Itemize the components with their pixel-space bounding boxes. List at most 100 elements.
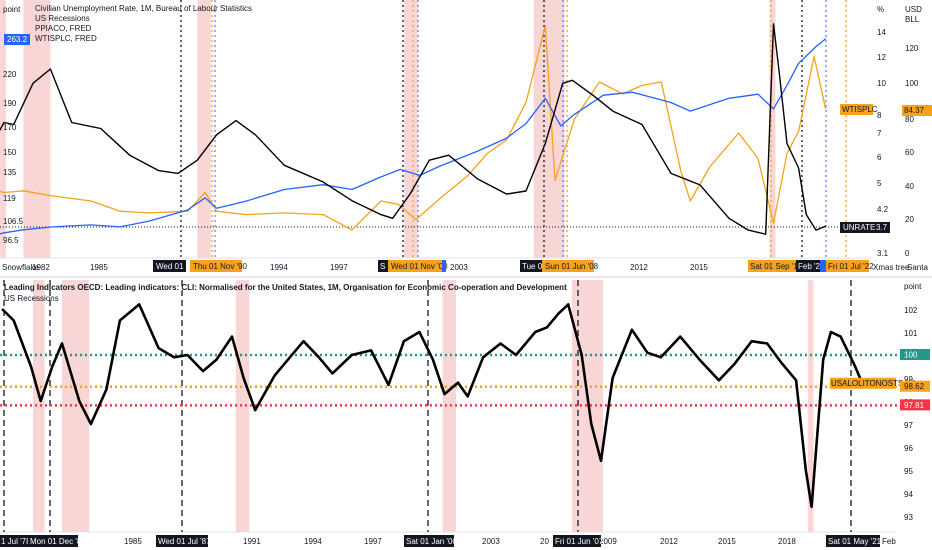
percent-tick: 6 xyxy=(877,153,882,162)
left-tick: 119 xyxy=(3,194,16,203)
level-value-98-62: 98.62 xyxy=(904,382,925,391)
x-tick: 2018 xyxy=(778,537,796,546)
cli-series-name: USALOLITONOSTSAM xyxy=(831,379,916,388)
date-tag-bg xyxy=(28,535,78,547)
x-tick: 20 xyxy=(540,537,549,546)
top-usd-axis: USD BLL 120 100 80 60 40 20 0 xyxy=(905,5,922,258)
cli-tick: 94 xyxy=(904,490,913,499)
left-tick: 170 xyxy=(3,123,17,132)
left-tick: 106.5 xyxy=(3,217,24,226)
bottom-recession-bands xyxy=(32,280,814,532)
bottom-level-tags: 100 USALOLITONOSTSAM 98.62 97.81 xyxy=(830,349,930,411)
recession-band xyxy=(32,280,45,532)
top-percent-axis: % 14 12 10 8 7 6 5 4.2 3.1 xyxy=(877,5,889,258)
bottom-legend-title: Leading Indicators OECD: Leading indicat… xyxy=(4,283,567,292)
percent-tick: 5 xyxy=(877,179,882,188)
top-left-axis-unit: point xyxy=(3,5,21,14)
date-tag-bg xyxy=(190,260,242,272)
top-recession-bands xyxy=(0,0,776,258)
date-tag: Sun 01 Jun '08 xyxy=(545,262,599,271)
percent-tick: 7 xyxy=(877,129,882,138)
date-tag-bg xyxy=(153,260,186,272)
date-tag: Mon 01 Dec '80 xyxy=(30,537,86,546)
left-tick: 150 xyxy=(3,148,17,157)
percent-tick: 8 xyxy=(877,111,882,120)
date-tag-bg xyxy=(388,260,442,272)
cli-line xyxy=(1,303,865,509)
date-tag-bg xyxy=(826,260,869,272)
x-tick: 1994 xyxy=(304,537,322,546)
recession-band xyxy=(0,0,6,258)
percent-tick: 4.2 xyxy=(877,205,889,214)
cli-tick: 97 xyxy=(904,421,913,430)
cli-name-tag xyxy=(830,377,896,389)
wtisplc-value: 84.37 xyxy=(904,106,925,115)
ppiaco-line xyxy=(0,38,827,235)
left-tick: 220 xyxy=(3,70,17,79)
date-tag-bg xyxy=(378,260,388,272)
x-edge-label: Snowflake xyxy=(2,263,39,272)
x-tick: 2015 xyxy=(690,263,708,272)
usd-tick: 120 xyxy=(905,44,919,53)
level-tag-teal xyxy=(900,349,930,360)
recession-band xyxy=(197,0,211,258)
date-tag-bg xyxy=(796,260,820,272)
wtisplc-name-tag xyxy=(840,104,873,115)
date-tag-bg xyxy=(748,260,796,272)
ppiaco-value-tag: 263.2 xyxy=(4,34,31,45)
x-edge-label: Santa xyxy=(907,263,928,272)
percent-tick: 10 xyxy=(877,79,886,88)
x-tick: 1997 xyxy=(364,537,382,546)
x-tick: 2012 xyxy=(660,537,678,546)
usd-tick: 60 xyxy=(905,148,914,157)
level-value-100: 100 xyxy=(904,351,918,360)
percent-tick: 14 xyxy=(877,28,886,37)
recession-band xyxy=(442,280,457,532)
usd-tick: 100 xyxy=(905,79,919,88)
date-tag-bg xyxy=(520,260,542,272)
top-left-axis: point 220 190 170 150 135 119 106.5 96.5 xyxy=(3,5,24,245)
top-legend: Civilian Unemployment Rate, 1M, Bureau o… xyxy=(35,4,252,44)
cli-tick: 101 xyxy=(904,329,918,338)
x-tick: 1985 xyxy=(90,263,108,272)
recession-band xyxy=(769,0,776,258)
bottom-recessions-label: US Recessions xyxy=(4,294,59,303)
wtisplc-value-tag xyxy=(902,105,932,116)
percent-tick: 3.1 xyxy=(877,249,889,258)
wtisplc-legend-label: WTISPLC, FRED xyxy=(35,34,97,43)
top-recessions-label: US Recessions xyxy=(35,14,90,23)
ppiaco-legend-label: PPIACO, FRED xyxy=(35,24,92,33)
date-tag-bg xyxy=(826,535,880,547)
usd-axis-unit-2: BLL xyxy=(905,15,920,24)
wtisplc-name: WTISPLC xyxy=(842,105,878,114)
unrate-line xyxy=(0,23,826,235)
percent-tick: 12 xyxy=(877,53,886,62)
x-edge-label: Xmas tree xyxy=(873,263,910,272)
recession-band xyxy=(404,0,418,258)
cli-tick: 93 xyxy=(904,513,913,522)
date-tag-bg xyxy=(442,260,446,272)
level-tag-red xyxy=(900,399,930,411)
left-tick: 96.5 xyxy=(3,236,19,245)
date-tag: Sat 01 Jan '00 xyxy=(406,537,457,546)
date-tag: Wed 01 M xyxy=(156,262,193,271)
date-tag-bg xyxy=(542,260,594,272)
date-tag: S xyxy=(380,262,385,271)
date-tag-bg xyxy=(820,260,826,272)
bottom-axis-unit: point xyxy=(904,282,922,291)
recession-band xyxy=(235,280,250,532)
date-tag-bg xyxy=(0,535,30,547)
unrate-title: Civilian Unemployment Rate, 1M, Bureau o… xyxy=(35,4,252,13)
cli-tick: 95 xyxy=(904,467,913,476)
unrate-name: UNRATE xyxy=(843,223,875,232)
date-tag: Wed 01 Jul '87 xyxy=(158,537,211,546)
x-tick: 1991 xyxy=(243,537,261,546)
wtisplc-line xyxy=(0,25,827,231)
cli-tick: 99 xyxy=(904,375,913,384)
usd-axis-unit: USD xyxy=(905,5,922,14)
unrate-value: 3.7 xyxy=(876,223,888,232)
date-tag: Tue 0 xyxy=(522,262,543,271)
date-tag: Feb '2 xyxy=(798,262,821,271)
top-date-tags: Wed 01 M Thu 01 Nov '90 S Wed 01 Nov '00… xyxy=(153,260,874,272)
